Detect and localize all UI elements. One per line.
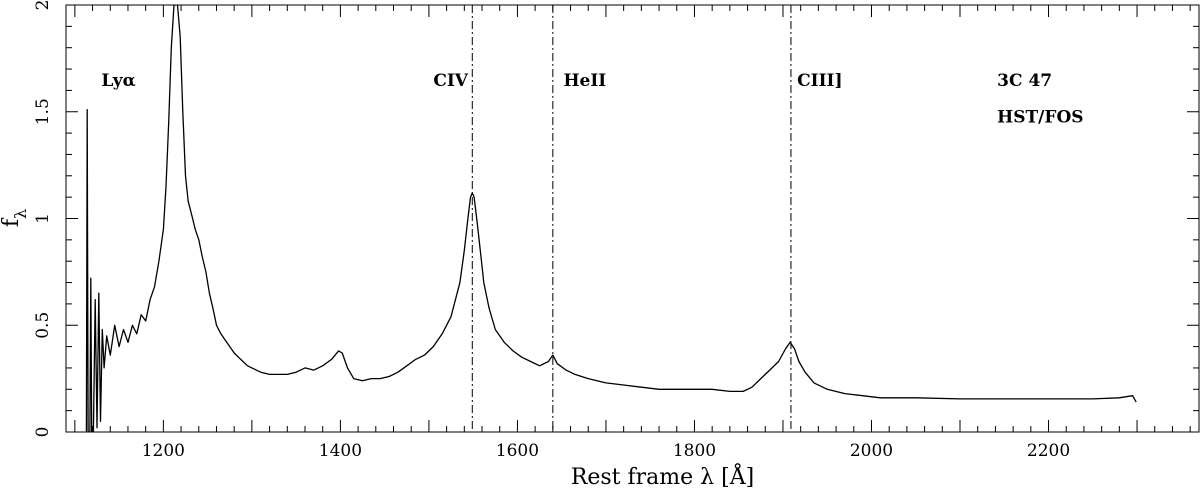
y-tick-label: 1 [33,213,53,224]
y-axis-title: fλ [0,209,30,227]
y-axis-title-subscript: λ [11,209,30,219]
y-tick-label: 1.5 [33,98,53,125]
plot-layer: 1200 1400 1600 1800 2000 2200 0 0.5 1 1.5 2 Lyα CIV H… [33,0,1200,461]
x-tick-label: 1200 [142,441,185,461]
plot-frame [65,4,1200,433]
x-tick-label: 2000 [850,441,893,461]
x-tick-label: 2200 [1027,441,1070,461]
annotation-label: Lyα [101,71,135,91]
y-tick-label: 2 [33,0,53,10]
annotation-label: HST/FOS [997,107,1083,127]
x-tick-label: 1800 [673,441,716,461]
y-tick-label: 0.5 [33,312,53,339]
annotation-label: CIV [433,71,468,91]
annotation-label: 3C 47 [997,71,1052,91]
x-tick-label: 1600 [496,441,539,461]
x-axis-title: Rest frame λ [Å] [571,462,754,490]
y-axis-title-main: f [0,217,24,227]
annotation-label: HeII [563,71,606,91]
y-tick-label: 0 [33,427,53,438]
x-tick-label: 1400 [319,441,362,461]
spectrum-line [85,5,1137,432]
annotation-label: CIII] [797,71,842,91]
